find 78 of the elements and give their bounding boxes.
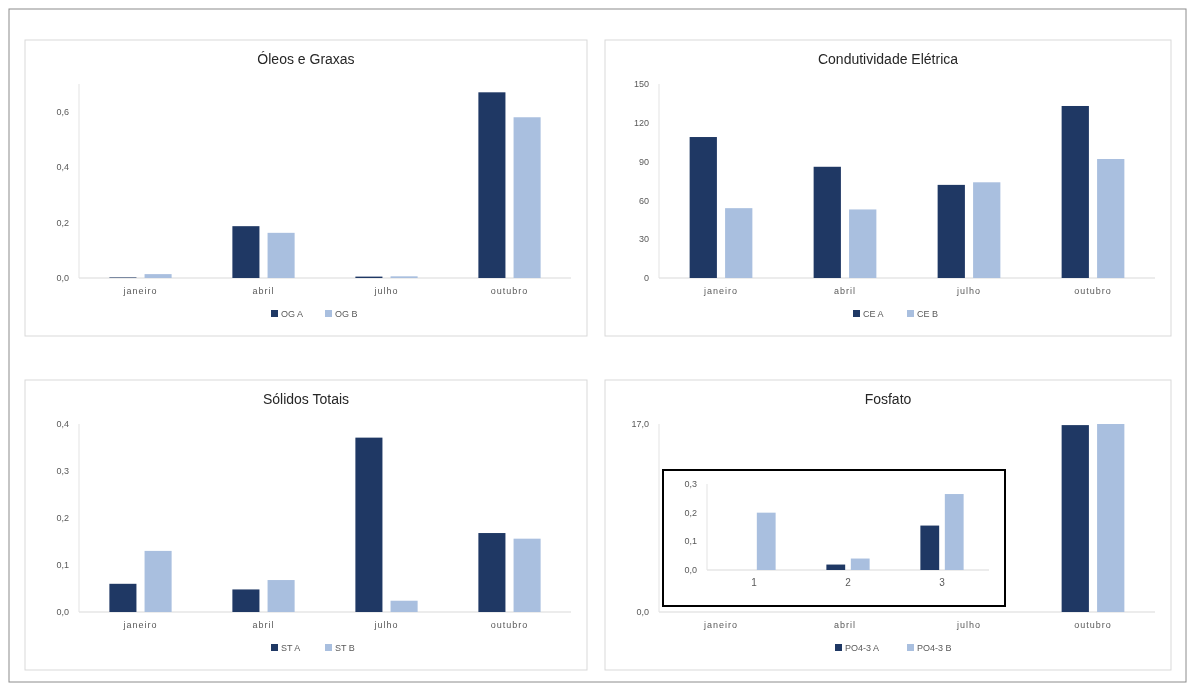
x-tick-label: outubro (490, 286, 529, 296)
y-tick-label: 150 (633, 79, 649, 90)
y-tick-label: 0,0 (56, 273, 69, 284)
x-tick-label: abril (833, 620, 857, 630)
y-tick-label: 0,2 (684, 507, 697, 518)
y-tick-label: 0,2 (56, 513, 69, 524)
bar (109, 583, 137, 612)
y-tick-label: 0,1 (684, 536, 697, 547)
x-tick-label: outubro (1074, 286, 1112, 296)
bar (826, 564, 846, 570)
x-tick-label: julho (373, 286, 399, 296)
x-tick-label: julho (955, 286, 982, 296)
y-tick-label: 0,6 (56, 106, 69, 117)
bar (390, 600, 418, 612)
y-tick-label: 0,3 (684, 479, 697, 490)
legend-label: CE B (917, 309, 939, 320)
bar (267, 580, 295, 612)
y-tick-label: 120 (633, 117, 649, 128)
x-tick-label: janeiro (702, 620, 739, 630)
x-tick-label: julho (955, 620, 982, 630)
x-tick-label: 3 (939, 577, 946, 588)
bar (1097, 159, 1125, 278)
bar (267, 232, 295, 278)
legend-label: ST A (281, 643, 301, 654)
x-tick-label: abril (252, 286, 275, 296)
x-tick-label: abril (252, 620, 275, 630)
bar (478, 92, 506, 278)
chart-title: Óleos e Graxas (257, 51, 355, 67)
x-tick-label: janeiro (122, 620, 158, 630)
x-tick-label: abril (833, 286, 857, 296)
x-tick-label: janeiro (122, 286, 158, 296)
bar (355, 437, 383, 612)
bar (973, 182, 1001, 278)
chart-title: Condutividade Elétrica (817, 51, 959, 67)
bar (689, 137, 717, 278)
legend-label: CE A (863, 309, 884, 320)
x-tick-label: 2 (845, 577, 852, 588)
bar (937, 184, 965, 278)
chart-title: Sólidos Totais (262, 391, 350, 407)
bar (513, 117, 541, 278)
legend-label: ST B (335, 643, 355, 654)
bar (725, 208, 753, 278)
y-tick-label: 0,0 (56, 607, 69, 618)
bar (144, 550, 172, 612)
x-tick-label: outubro (1074, 620, 1112, 630)
bar (144, 274, 172, 278)
legend-label: PO4-3 B (917, 643, 952, 654)
bar (232, 226, 260, 278)
y-tick-label: 0 (643, 273, 649, 284)
x-tick-label: 1 (751, 577, 758, 588)
y-tick-label: 0,4 (56, 419, 69, 430)
legend-label: OG B (335, 309, 358, 320)
y-tick-label: 17,0 (631, 419, 649, 430)
y-tick-label: 0,2 (56, 217, 69, 228)
bar (513, 538, 541, 612)
y-tick-label: 0,0 (684, 565, 697, 576)
x-tick-label: outubro (490, 620, 529, 630)
chart-title: Fosfato (864, 391, 912, 407)
legend-label: OG A (281, 309, 304, 320)
bar (813, 166, 841, 278)
x-tick-label: julho (373, 620, 399, 630)
bar (850, 558, 870, 570)
y-tick-label: 30 (638, 234, 649, 245)
bar (232, 589, 260, 612)
bar (478, 533, 506, 612)
y-tick-label: 0,0 (636, 607, 649, 618)
legend-label: PO4-3 A (845, 643, 880, 654)
bar (944, 494, 964, 570)
y-tick-label: 0,4 (56, 162, 69, 173)
bar (1061, 105, 1089, 278)
y-tick-label: 60 (638, 195, 649, 206)
bar (756, 512, 776, 570)
x-tick-label: janeiro (702, 286, 739, 296)
y-tick-label: 0,1 (56, 560, 69, 571)
bar (849, 209, 877, 278)
bar (920, 525, 940, 570)
y-tick-label: 90 (638, 156, 649, 167)
y-tick-label: 0,3 (56, 466, 69, 477)
